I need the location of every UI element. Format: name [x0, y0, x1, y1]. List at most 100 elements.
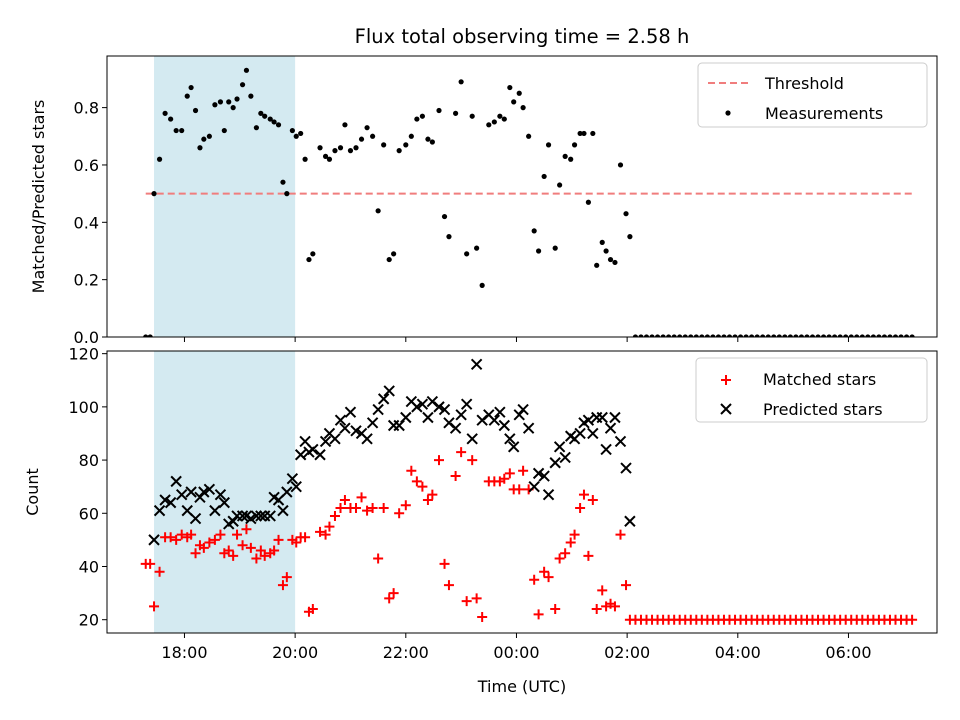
measurement-point — [590, 130, 596, 137]
measurement-point — [541, 173, 547, 180]
predicted-stars-point — [236, 510, 249, 522]
measurement-point — [776, 334, 782, 337]
predicted-stars-point — [624, 515, 636, 527]
measurement-point — [262, 113, 268, 119]
matched-stars-point — [417, 481, 428, 492]
measurement-point — [419, 113, 425, 119]
predicted-stars-point — [587, 427, 599, 440]
measurement-point — [737, 334, 744, 337]
measurement-point — [765, 334, 771, 337]
matched-stars-point — [362, 505, 373, 516]
predicted-stars-point — [329, 433, 341, 445]
matched-stars-point — [320, 529, 331, 540]
matched-stars-point — [251, 553, 262, 564]
measurement-point — [859, 334, 865, 337]
measurement-point — [721, 334, 727, 337]
matched-stars-point — [471, 593, 482, 604]
measurement-point — [903, 334, 910, 337]
legend-label-measurements: Measurements — [765, 104, 883, 123]
predicted-stars-point — [538, 470, 550, 482]
predicted-stars-point — [198, 486, 210, 498]
matched-stars-point — [560, 548, 571, 559]
x-tick-label: 04:00 — [715, 643, 761, 662]
y-tick-label: 0.6 — [74, 156, 99, 175]
matched-stars-point — [190, 548, 201, 559]
predicted-stars-point — [214, 488, 227, 501]
matched-stars-point — [255, 545, 266, 556]
measurement-point — [408, 133, 414, 139]
measurement-point — [479, 282, 485, 288]
y-tick-label: 0.0 — [74, 328, 99, 347]
legend-predicted-swatch — [720, 403, 732, 415]
measurement-point — [715, 334, 722, 337]
measurement-point — [771, 334, 777, 337]
measurement-point — [754, 334, 760, 337]
measurement-point — [607, 256, 614, 263]
measurement-point — [302, 156, 308, 162]
x-tick-label: 02:00 — [604, 643, 650, 662]
matched-stars-point — [587, 494, 598, 505]
predicted-stars-point — [449, 422, 462, 434]
measurement-point — [501, 116, 507, 122]
measurement-point — [429, 139, 435, 145]
measurement-point — [310, 251, 316, 257]
measurement-point — [322, 153, 329, 159]
matched-stars-point — [329, 510, 340, 521]
legend-matched-swatch — [721, 375, 731, 385]
measurement-point — [870, 334, 876, 337]
measurement-point — [599, 239, 605, 245]
chart-title: Flux total observing time = 2.58 h — [355, 25, 690, 48]
measurement-point — [612, 259, 618, 266]
measurement-point — [280, 179, 286, 185]
measurement-point — [156, 156, 163, 162]
measurement-point — [293, 133, 299, 139]
measurement-point — [520, 105, 526, 111]
measurement-point — [568, 156, 574, 162]
measurement-point — [403, 142, 409, 148]
predicted-stars-point — [164, 496, 177, 509]
measurement-point — [353, 145, 359, 151]
matched-stars-point — [504, 468, 515, 479]
predicted-stars-point — [400, 411, 412, 424]
measurement-point — [526, 133, 532, 139]
predicted-stars-point — [170, 475, 182, 488]
matched-stars-point — [176, 529, 187, 540]
measurement-point — [876, 334, 882, 337]
measurement-point — [820, 334, 827, 337]
matched-stars-point — [514, 484, 525, 495]
measurement-point — [623, 211, 629, 217]
matched-stars-point — [388, 588, 399, 599]
predicted-stars-point — [185, 486, 197, 498]
measurement-point — [188, 84, 194, 91]
measurement-point — [704, 334, 710, 337]
measurement-point — [306, 256, 312, 263]
predicted-stars-point — [416, 398, 429, 410]
measurement-point — [571, 142, 578, 148]
legend-measurement-swatch — [725, 110, 731, 116]
matched-stars-point — [609, 601, 620, 612]
measurement-point — [192, 107, 199, 114]
matched-stars-point — [198, 542, 209, 553]
y-axis-label: Count — [23, 468, 42, 516]
matched-stars-point — [477, 612, 488, 623]
measurement-point — [458, 79, 464, 85]
measurement-point — [511, 99, 517, 105]
predicted-stars-point — [250, 510, 263, 522]
matched-stars-point — [324, 521, 335, 532]
matched-stars-point — [315, 526, 326, 537]
measurement-point — [221, 127, 227, 134]
predicted-stars-point — [522, 422, 535, 434]
matched-stars-point — [378, 502, 389, 513]
matched-stars-point — [461, 596, 472, 607]
measurement-point — [507, 84, 513, 91]
measurement-point — [531, 228, 537, 234]
predicted-stars-point — [286, 472, 299, 485]
measurement-point — [837, 334, 843, 337]
predicted-stars-point — [175, 488, 188, 501]
measurement-point — [436, 107, 442, 114]
matched-stars-point — [583, 550, 594, 561]
legend-label-threshold: Threshold — [764, 74, 844, 93]
predicted-stars-point — [507, 441, 520, 453]
measurement-point — [617, 162, 624, 168]
measurement-point — [632, 334, 639, 337]
